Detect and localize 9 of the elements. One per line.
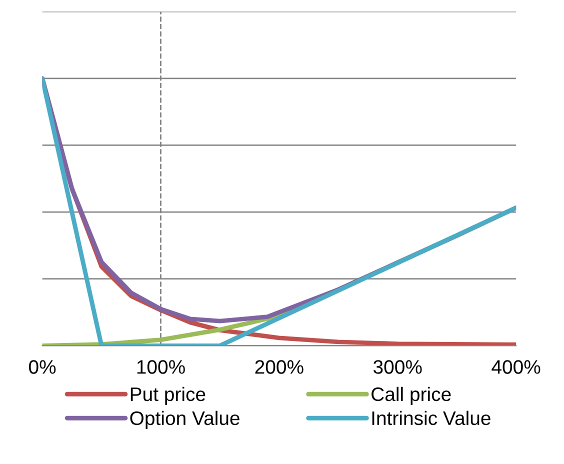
x-tick-label: 0% <box>29 360 56 374</box>
legend-label: Intrinsic Value <box>372 410 490 426</box>
x-tick-label: 100% <box>137 360 185 374</box>
x-tick-label: 400% <box>492 360 540 374</box>
legend-label: Option Value <box>130 410 240 429</box>
legend-label: Put price <box>130 386 206 405</box>
legend-label: Call price <box>372 386 451 405</box>
x-tick-label: 200% <box>255 360 304 374</box>
x-tick-label: 300% <box>373 360 422 374</box>
